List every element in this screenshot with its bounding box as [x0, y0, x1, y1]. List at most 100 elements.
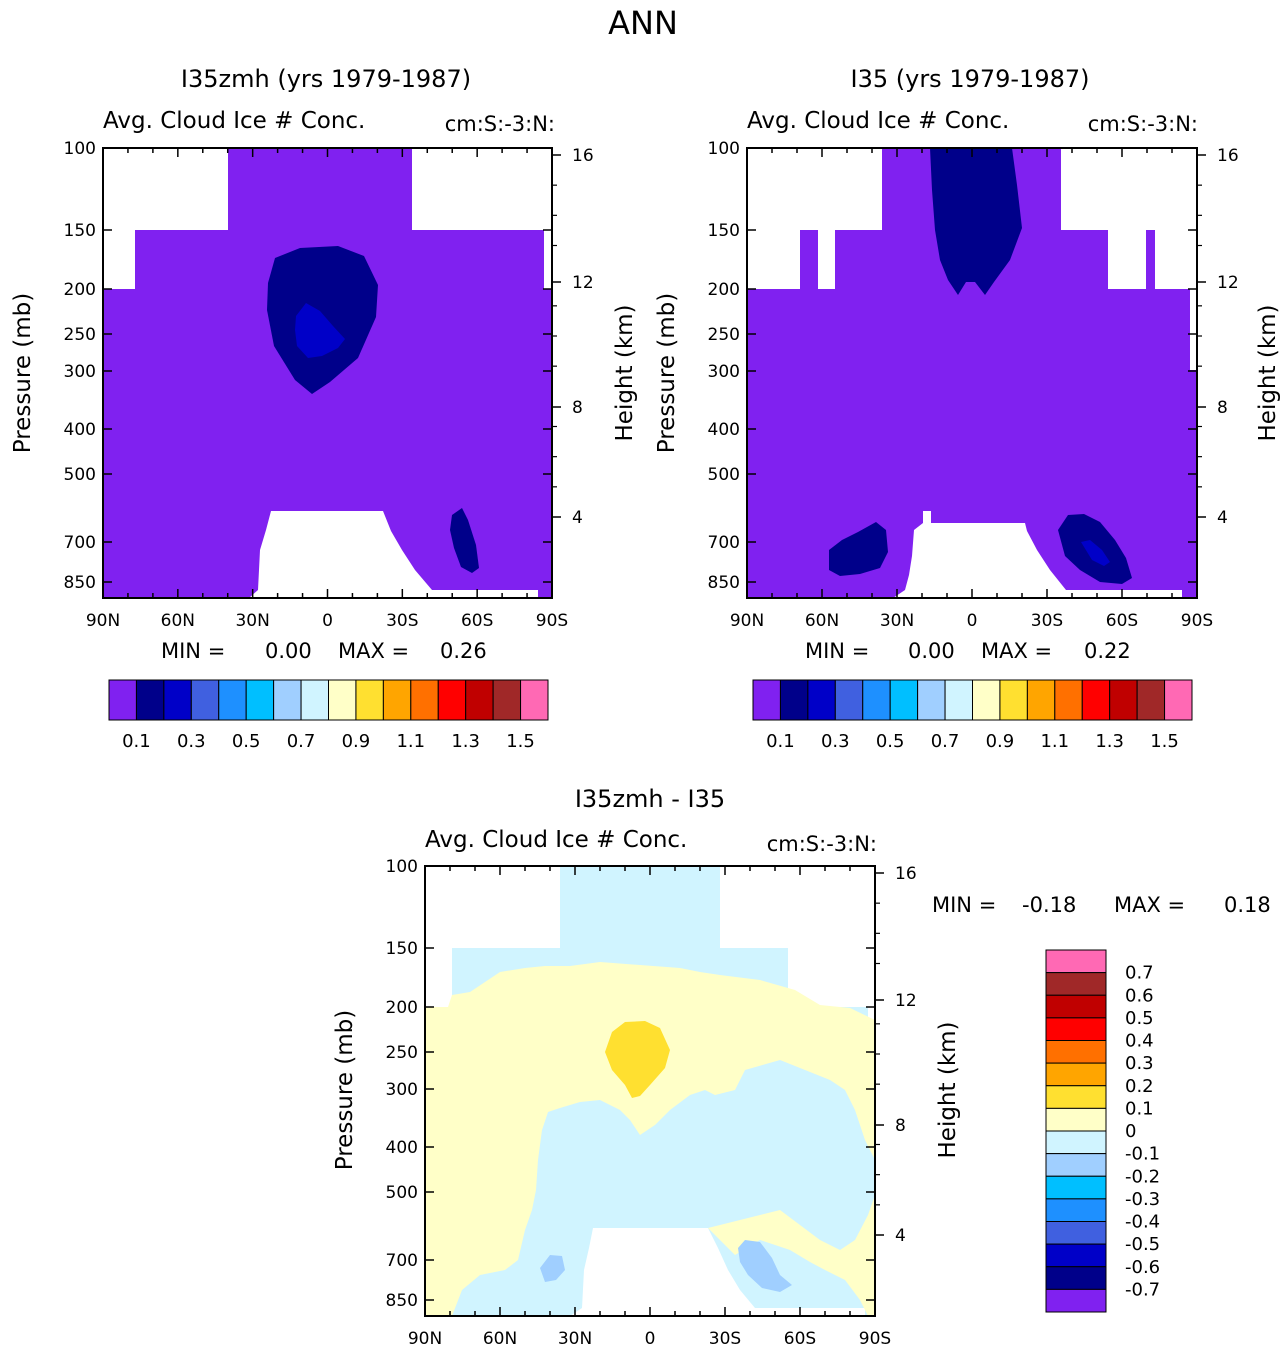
colorbar-box: [1109, 679, 1138, 721]
colorbar-box: [1045, 1130, 1107, 1155]
colorbar-box: [273, 679, 302, 721]
colorbar-box: [944, 679, 973, 721]
stats-min-value: 0.00: [265, 639, 312, 663]
colorbar-label: 1.1: [396, 731, 425, 752]
y-tick-label: 300: [708, 362, 740, 382]
variable-subtitle: Avg. Cloud Ice # Conc.: [747, 108, 1009, 134]
contour-region-level-1-north: [829, 522, 888, 576]
y-tick-label: 300: [64, 362, 96, 382]
y-tick-label: 250: [386, 1043, 418, 1063]
colorbar-label: 0.1: [122, 731, 151, 752]
y-right-tick-label: 12: [572, 273, 594, 293]
y-tick-label: 150: [708, 221, 740, 241]
x-tick-label: 60S: [461, 611, 493, 631]
y-tick-label: 850: [386, 1291, 418, 1311]
colorbar-box: [1045, 1175, 1107, 1200]
y-right-tick-label: 16: [572, 146, 594, 166]
contour-fill: [425, 866, 875, 1316]
x-tick-label: 90N: [86, 611, 120, 631]
colorbar-box: [465, 679, 494, 721]
colorbar-label: -0.4: [1125, 1212, 1160, 1233]
colorbar-box: [834, 679, 864, 721]
x-tick-label: 90S: [859, 1329, 891, 1349]
colorbar-box: [492, 679, 522, 721]
colorbar-label: -0.6: [1125, 1257, 1160, 1278]
stats-max-value: 0.18: [1224, 893, 1271, 917]
colorbar-box: [163, 679, 192, 721]
y-right-tick-label: 8: [572, 398, 583, 418]
y-axis-right-label: Height (km): [1255, 304, 1281, 441]
x-tick-label: 30S: [1031, 611, 1063, 631]
colorbar-box: [1045, 1085, 1107, 1109]
colorbar-label: 1.5: [506, 731, 535, 752]
colorbar-box: [382, 679, 412, 721]
y-tick-label: 100: [386, 857, 418, 877]
y-tick-label: 500: [386, 1183, 418, 1203]
x-tick-label: 30S: [709, 1329, 741, 1349]
colorbar-label: -0.5: [1125, 1234, 1160, 1255]
x-tick-label: 60N: [483, 1329, 517, 1349]
x-tick-label: 0: [967, 611, 978, 631]
variable-subtitle: Avg. Cloud Ice # Conc.: [425, 827, 687, 853]
contour-region-positive-mid: [605, 1021, 670, 1098]
y-tick-label: 150: [386, 939, 418, 959]
units-subtitle: cm:S:-3:N:: [1088, 112, 1198, 136]
colorbar-box: [328, 679, 357, 721]
colorbar-label: -0.2: [1125, 1166, 1160, 1187]
contour-region-level-1-upper: [930, 148, 1022, 295]
y-right-tick-label: 16: [895, 864, 917, 884]
axes: 90N 60N 30N 0 30S 60S 90S 100 150 200 250 300 400 500…: [64, 139, 594, 631]
colorbar-label: 0.3: [1125, 1053, 1154, 1074]
colorbar-label: 0.3: [177, 731, 206, 752]
colorbar-box: [520, 679, 549, 721]
colorbar-box: [862, 679, 891, 721]
colorbar-box: [999, 679, 1028, 721]
colorbar-box: [1045, 994, 1107, 1019]
y-tick-label: 100: [708, 139, 740, 159]
y-tick-label: 400: [708, 420, 740, 440]
y-right-tick-label: 12: [1217, 273, 1239, 293]
y-tick-label: 200: [386, 998, 418, 1018]
colorbar-box: [135, 679, 165, 721]
y-tick-label: 200: [64, 280, 96, 300]
colorbar: 0.1 0.3 0.5 0.7 0.9 1.1 1.3 1.5: [108, 679, 549, 752]
colorbar-box: [1045, 949, 1107, 974]
contour-region-level-0: [747, 148, 1196, 598]
colorbar: 0.1 0.3 0.5 0.7 0.9 1.1 1.3 1.5: [752, 679, 1193, 752]
y-tick-label: 200: [708, 280, 740, 300]
colorbar-label: 1.5: [1150, 731, 1179, 752]
stats-min-label: MIN =: [805, 639, 869, 663]
colorbar-box: [972, 679, 1001, 721]
y-tick-label: 500: [708, 465, 740, 485]
y-tick-label: 700: [386, 1251, 418, 1271]
x-tick-label: 60S: [1106, 611, 1138, 631]
colorbar-label: 0.7: [287, 731, 316, 752]
panel-i35zmh: I35zmh (yrs 1979-1987) Avg. Cloud Ice # …: [10, 65, 638, 752]
y-right-tick-label: 12: [895, 991, 917, 1011]
y-tick-label: 100: [64, 139, 96, 159]
stats-min-label: MIN =: [161, 639, 225, 663]
y-right-tick-label: 4: [572, 508, 583, 528]
y-tick-label: 850: [64, 573, 96, 593]
y-right-tick-label: 8: [895, 1116, 906, 1136]
colorbar-box: [190, 679, 220, 721]
colorbar-label: 0.7: [931, 731, 960, 752]
colorbar: 0.70.60.50.40.30.20.10-0.1-0.2-0.3-0.4-0…: [1045, 949, 1160, 1313]
x-tick-label: 30S: [386, 611, 418, 631]
stats-min-value: -0.18: [1022, 893, 1076, 917]
colorbar-box: [1164, 679, 1193, 721]
colorbar-label: 0.6: [1125, 985, 1154, 1006]
x-tick-label: 30N: [880, 611, 914, 631]
stats-max-value: 0.22: [1084, 639, 1131, 663]
variable-subtitle: Avg. Cloud Ice # Conc.: [103, 108, 365, 134]
colorbar-box: [917, 679, 946, 721]
colorbar-label: 0.3: [821, 731, 850, 752]
stats-max-label: MAX =: [338, 639, 409, 663]
y-axis-right-label: Height (km): [935, 1021, 961, 1158]
colorbar-box: [108, 679, 137, 721]
colorbar-box: [779, 679, 809, 721]
colorbar-label: 0.7: [1125, 963, 1154, 984]
contour-fill: [103, 148, 551, 598]
colorbar-box: [300, 679, 329, 721]
